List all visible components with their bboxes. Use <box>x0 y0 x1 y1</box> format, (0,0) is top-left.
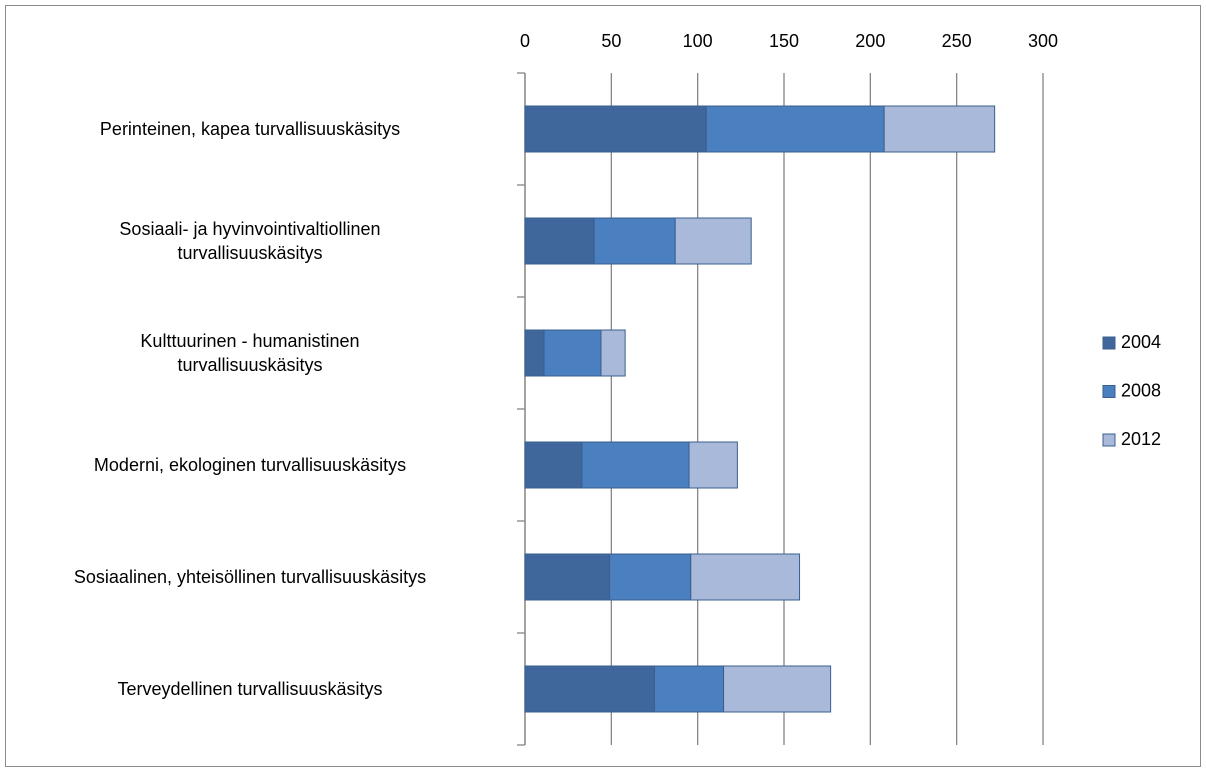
x-tick-label: 0 <box>520 31 530 51</box>
bar-segment <box>705 105 885 153</box>
legend-label: 2008 <box>1121 380 1161 400</box>
x-tick-label: 100 <box>683 31 713 51</box>
legend-swatch <box>1102 336 1116 350</box>
legend-label: 2004 <box>1121 332 1161 352</box>
bar-segment <box>524 217 595 265</box>
bar-segment <box>600 329 626 377</box>
bar-segment <box>524 441 583 489</box>
bar-segment <box>690 553 801 601</box>
legend-swatch <box>1102 385 1116 398</box>
y-tick-label: Kulttuurinen - humanistinen turvallisuus… <box>140 331 360 375</box>
bar-segment <box>723 665 832 713</box>
bar-segment <box>688 441 738 489</box>
bar-segment <box>883 105 996 153</box>
y-tick-label: Sosiaalinen, yhteisöllinen turvallisuusk… <box>73 567 427 587</box>
bar-segment <box>674 217 752 265</box>
chart-frame <box>5 5 1201 767</box>
bar-segment <box>609 553 692 601</box>
y-tick-label: Terveydellinen turvallisuuskäsitys <box>117 679 383 699</box>
bar-segment <box>524 329 545 377</box>
bar-segment <box>524 665 655 713</box>
y-tick-label: Perinteinen, kapea turvallisuuskäsitys <box>99 119 401 139</box>
x-tick-label: 300 <box>1028 31 1058 51</box>
bar-segment <box>543 329 602 377</box>
bar-segment <box>524 553 611 601</box>
y-tick-label: Moderni, ekologinen turvallisuuskäsitys <box>93 455 407 475</box>
bar-segment <box>581 441 690 489</box>
x-tick-label: 200 <box>855 31 885 51</box>
bar-segment <box>654 665 725 713</box>
legend-label: 2012 <box>1121 429 1161 449</box>
y-tick-label: Sosiaali- ja hyvinvointivaltiollinen tur… <box>119 219 381 263</box>
legend-swatch <box>1102 433 1116 447</box>
x-tick-label: 50 <box>601 31 621 51</box>
x-tick-label: 250 <box>942 31 972 51</box>
bar-segment <box>593 217 676 265</box>
bar-segment <box>524 105 707 153</box>
x-tick-label: 150 <box>769 31 799 51</box>
